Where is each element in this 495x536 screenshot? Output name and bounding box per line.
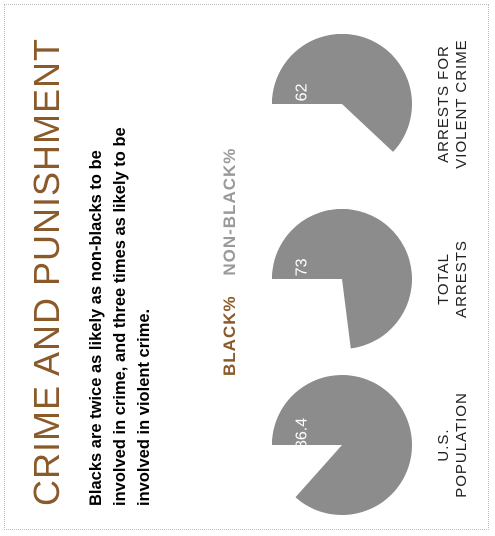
pie-2-slice-non-black (272, 34, 412, 152)
pie-0-slice-non-black (272, 374, 412, 515)
pie-charts: 13.486.4U.S.POPULATION2773TOTALARRESTS38… (272, 34, 470, 515)
pie-1-category-label-1: ARRESTS (453, 240, 470, 318)
pie-0-category-label-0: U.S. (435, 428, 452, 461)
pie-2-category-label-1: VIOLENT CRIME (453, 39, 470, 168)
pie-2-value-label-1: 62 (294, 83, 311, 101)
pie-0-category-label-1: POPULATION (453, 392, 470, 498)
rotated-infographic: CRIME AND PUNISHMENT Blacks are twice as… (4, 4, 489, 530)
pie-1-slice-non-black (272, 209, 412, 349)
pie-1-value-label-1: 73 (294, 258, 311, 276)
chart-frame (4, 4, 489, 530)
pie-2-category-label-0: ARRESTS FOR (435, 45, 452, 163)
pie-0-value-label-1: 86.4 (294, 418, 311, 449)
pie-1-category-label-0: TOTAL (435, 253, 452, 305)
